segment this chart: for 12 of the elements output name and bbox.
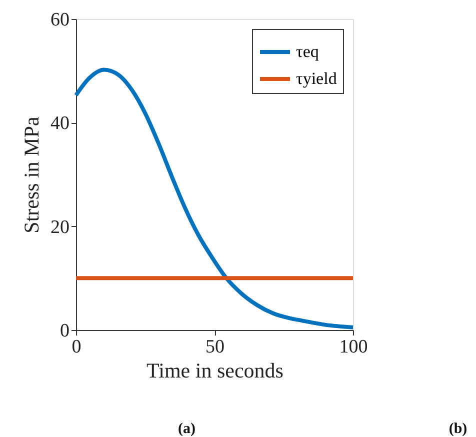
x-axis-title: Time in seconds: [146, 358, 284, 382]
y-tick-label: 20: [50, 216, 70, 238]
text: (b): [448, 421, 468, 437]
x-tick-label: 50: [206, 336, 224, 358]
legend-label: τyield: [296, 69, 338, 88]
y-tick-label: 0: [60, 320, 70, 342]
y-tick-label: 60: [50, 10, 70, 30]
y-tick-label: 40: [50, 113, 70, 134]
x-tick-label: 100: [339, 336, 368, 358]
y-axis-title: Stress in MPa: [20, 116, 44, 234]
legend-label: τeq: [296, 42, 320, 61]
text: (a): [178, 421, 196, 437]
